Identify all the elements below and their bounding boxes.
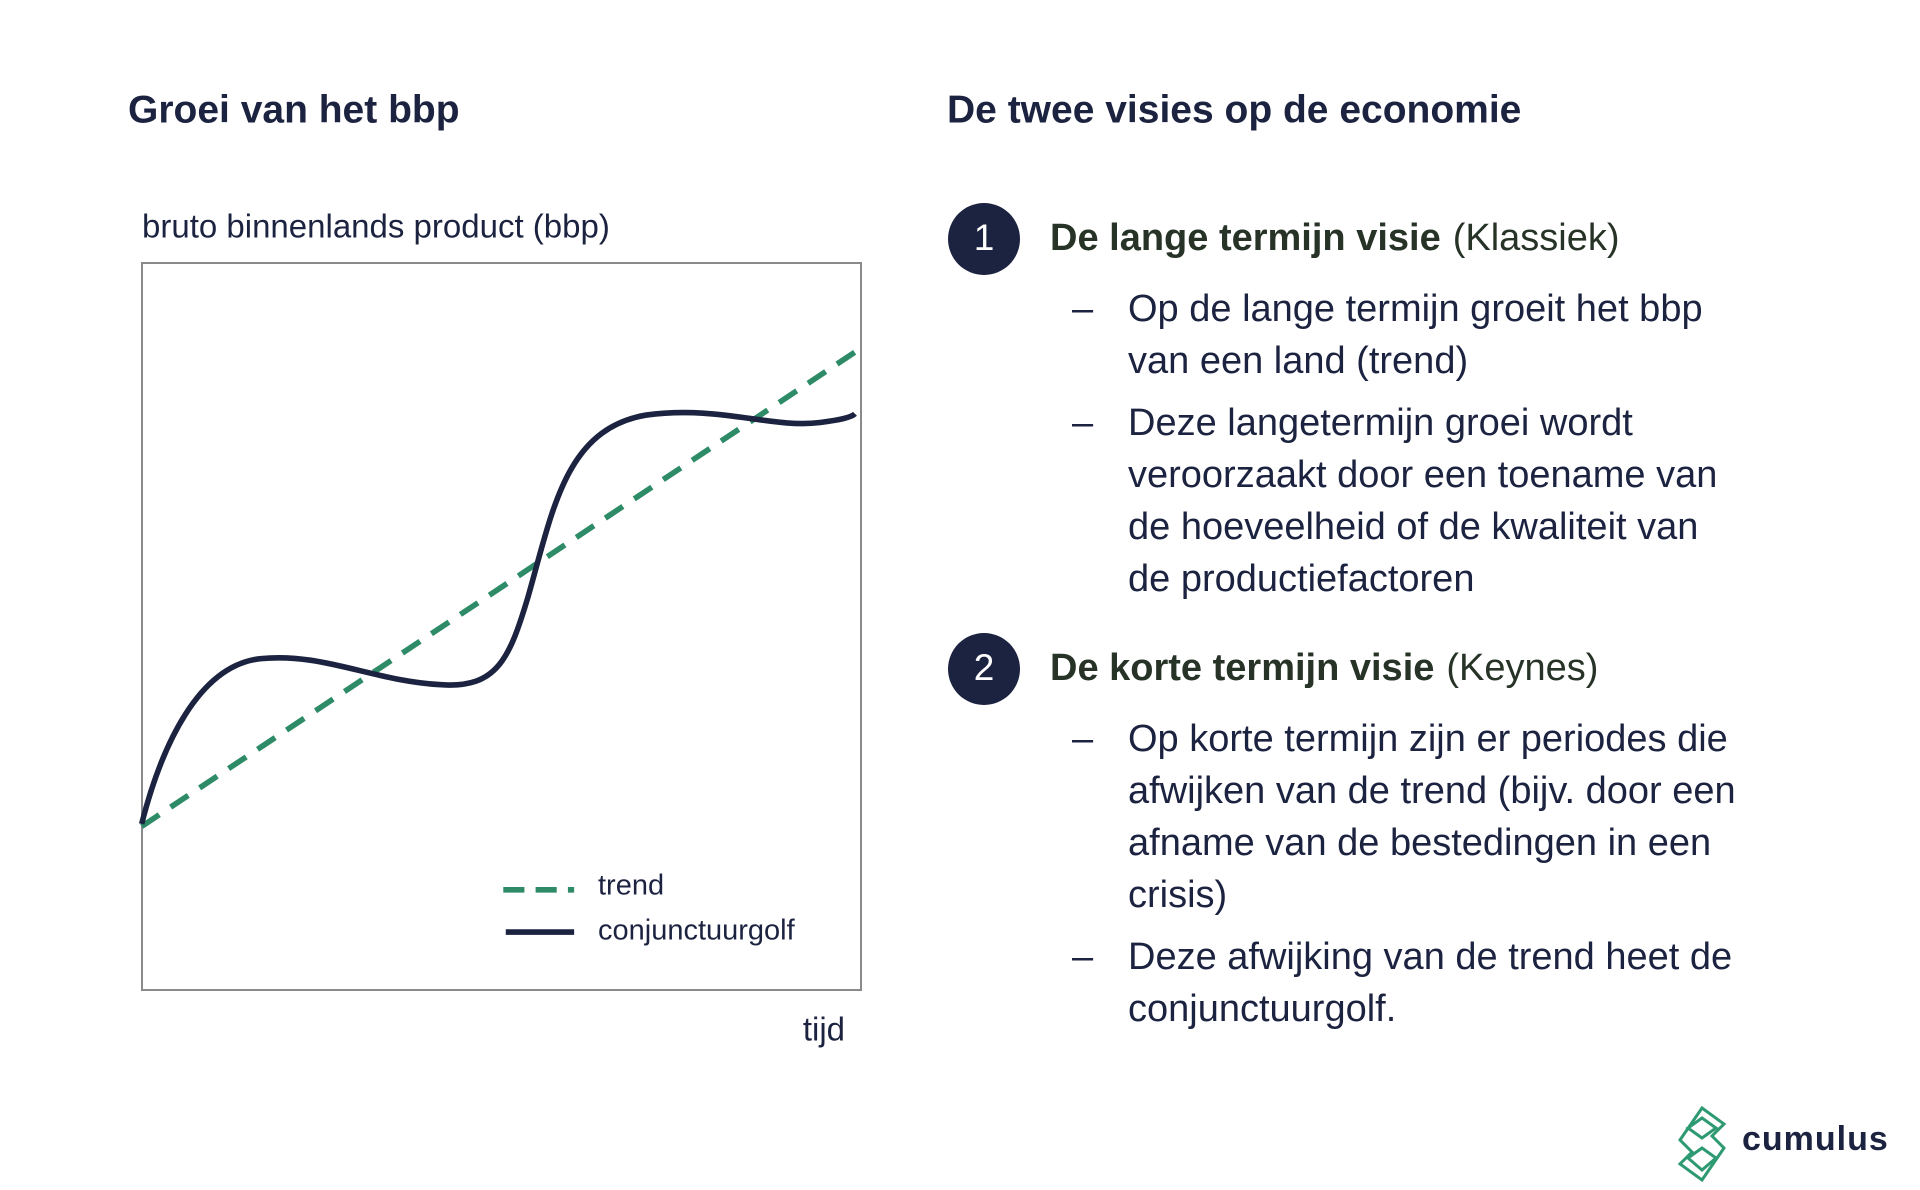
heading-bold: De korte termijn visie <box>1050 647 1434 689</box>
section-heading: De korte termijn visie (Keynes) <box>1050 647 1598 689</box>
bullet-dash: – <box>1072 288 1094 330</box>
bullet-text: veroorzaakt door een toename van <box>1128 454 1717 496</box>
section-heading: De lange termijn visie (Klassiek) <box>1050 217 1620 259</box>
wave-line <box>138 409 857 825</box>
bullet-text: crisis) <box>1128 874 1227 916</box>
sections: 1 De lange termijn visie (Klassiek)– Op de … <box>948 203 1736 1030</box>
chart-lines <box>138 345 863 935</box>
heading-note: (Keynes) <box>1446 647 1598 689</box>
bullet-text: de productiefactoren <box>1128 558 1474 600</box>
bullet-dash: – <box>1072 718 1094 760</box>
trend-line <box>140 345 863 829</box>
legend-label: conjunctuurgolf <box>598 915 796 947</box>
bullet-text: van een land (trend) <box>1128 340 1468 382</box>
bullet-text: Op korte termijn zijn er periodes die <box>1128 718 1728 760</box>
badge-number: 1 <box>974 217 995 258</box>
legend-label: trend <box>598 870 664 902</box>
bullet-text: afwijken van de trend (bijv. door een <box>1128 770 1736 812</box>
chart-title: Groei van het bbp <box>128 88 460 131</box>
bullet-dash: – <box>1072 402 1094 444</box>
bullet-text: Deze langetermijn groei wordt <box>1128 402 1633 444</box>
bullet-text: Op de lange termijn groeit het bbp <box>1128 288 1703 330</box>
plot-frame <box>141 262 862 991</box>
logo-text: cumulus <box>1742 1120 1889 1158</box>
section-title: De twee visies op de economie <box>947 88 1521 131</box>
number-badge <box>948 203 1020 275</box>
bullet-text: Deze afwijking van de trend heet de <box>1128 936 1732 978</box>
heading-bold: De lange termijn visie <box>1050 217 1441 259</box>
number-badge <box>948 633 1020 705</box>
bullet-text: conjunctuurgolf. <box>1128 988 1396 1030</box>
heading-note: (Klassiek) <box>1453 217 1620 259</box>
y-axis-label: bruto binnenlands product (bbp) <box>142 208 610 245</box>
logo-icon <box>1677 1105 1727 1183</box>
bullet-text: afname van de bestedingen in een <box>1128 822 1711 864</box>
x-axis-label: tijd <box>803 1011 845 1048</box>
bullet-text: de hoeveelheid of de kwaliteit van <box>1128 506 1698 548</box>
badge-number: 2 <box>974 647 995 688</box>
bullet-dash: – <box>1072 936 1094 978</box>
